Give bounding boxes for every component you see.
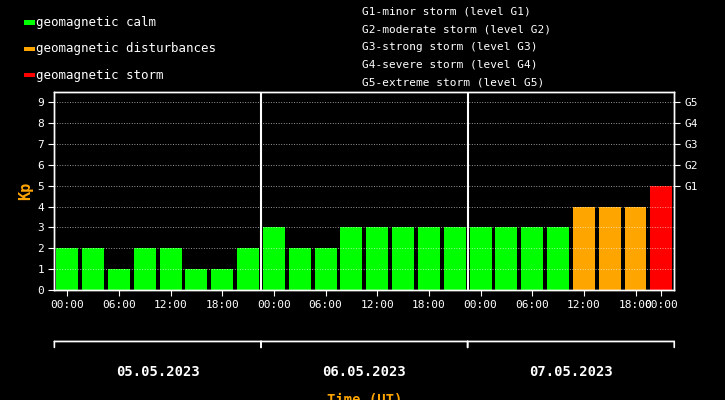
Bar — [599, 207, 621, 290]
Bar — [315, 248, 336, 290]
Y-axis label: Kp: Kp — [18, 182, 33, 200]
Text: geomagnetic calm: geomagnetic calm — [36, 16, 157, 29]
Bar — [341, 228, 362, 290]
Text: 07.05.2023: 07.05.2023 — [529, 365, 613, 379]
Text: 05.05.2023: 05.05.2023 — [116, 365, 199, 379]
Bar — [25, 73, 35, 77]
Bar — [186, 269, 207, 290]
Bar — [521, 228, 543, 290]
Bar — [392, 228, 414, 290]
Bar — [470, 228, 492, 290]
Bar — [25, 47, 35, 51]
Bar — [444, 228, 465, 290]
Text: geomagnetic storm: geomagnetic storm — [36, 69, 164, 82]
Bar — [547, 228, 569, 290]
Bar — [289, 248, 311, 290]
Bar — [160, 248, 181, 290]
Bar — [624, 207, 647, 290]
Text: G4-severe storm (level G4): G4-severe storm (level G4) — [362, 60, 538, 70]
Text: G3-strong storm (level G3): G3-strong storm (level G3) — [362, 42, 538, 52]
Bar — [495, 228, 518, 290]
Bar — [57, 248, 78, 290]
Bar — [263, 228, 285, 290]
Bar — [82, 248, 104, 290]
Bar — [108, 269, 130, 290]
Bar — [366, 228, 388, 290]
Text: geomagnetic disturbances: geomagnetic disturbances — [36, 42, 217, 55]
Text: G5-extreme storm (level G5): G5-extreme storm (level G5) — [362, 77, 544, 87]
Text: Time (UT): Time (UT) — [327, 393, 402, 400]
Bar — [573, 207, 594, 290]
Bar — [134, 248, 156, 290]
Bar — [650, 186, 672, 290]
Bar — [211, 269, 233, 290]
Bar — [237, 248, 259, 290]
Bar — [25, 20, 35, 25]
Text: G2-moderate storm (level G2): G2-moderate storm (level G2) — [362, 25, 552, 35]
Text: G1-minor storm (level G1): G1-minor storm (level G1) — [362, 7, 531, 17]
Text: 06.05.2023: 06.05.2023 — [323, 365, 406, 379]
Bar — [418, 228, 440, 290]
